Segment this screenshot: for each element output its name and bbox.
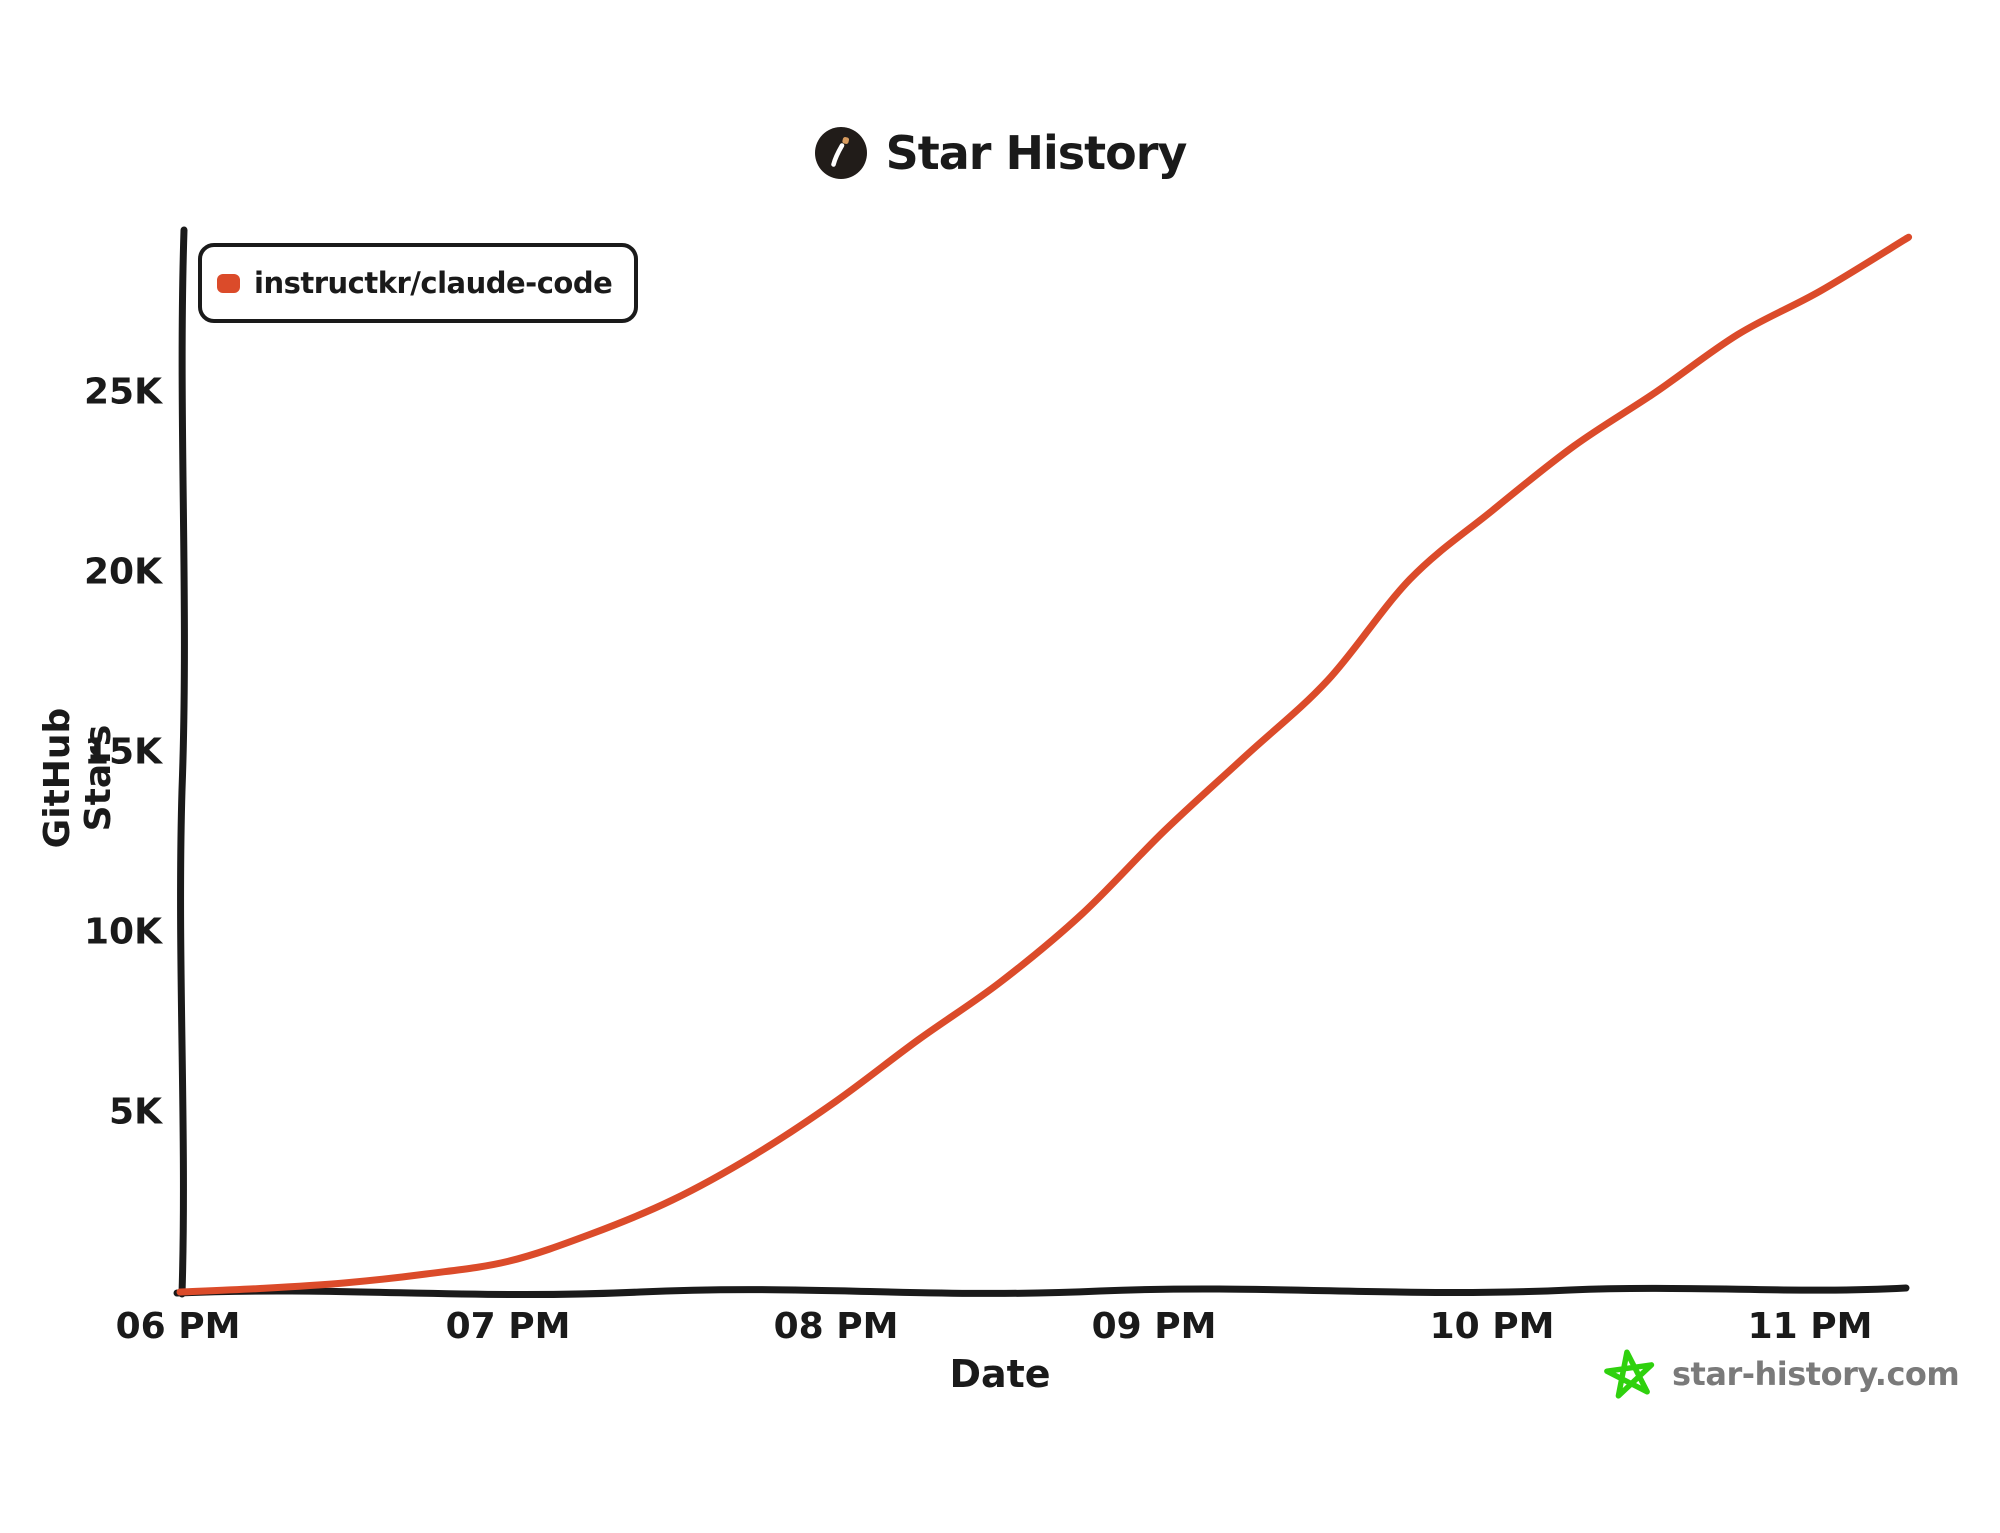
x-tick-07pm: 07 PM [445, 1306, 571, 1347]
watermark-link[interactable]: star-history.com [1604, 1348, 1960, 1400]
y-axis-line [177, 226, 188, 1298]
x-tick-10pm: 10 PM [1429, 1306, 1555, 1347]
x-axis-label: Date [949, 1352, 1051, 1396]
page-title: Star History [885, 126, 1188, 180]
x-tick-09pm: 09 PM [1091, 1306, 1217, 1347]
star-history-logo-icon [814, 127, 867, 179]
series-line-instructkr-claude-code[interactable] [176, 233, 1913, 1296]
legend-item-instructkr-claude-code[interactable]: instructkr/claude-code [198, 243, 638, 323]
y-tick-25k: 25K [84, 371, 162, 413]
legend-series-label: instructkr/claude-code [254, 266, 613, 300]
y-tick-5k: 5K [109, 1091, 162, 1133]
x-tick-11pm: 11 PM [1747, 1306, 1873, 1347]
legend: instructkr/claude-code [198, 243, 638, 323]
y-tick-10k: 10K [84, 911, 162, 953]
x-tick-08pm: 08 PM [773, 1306, 899, 1347]
chart-header: Star History [0, 126, 2000, 180]
y-tick-20k: 20K [84, 551, 162, 593]
watermark-label: star-history.com [1672, 1355, 1960, 1393]
legend-series-marker [217, 273, 240, 293]
green-star-icon [1604, 1349, 1655, 1399]
x-tick-06pm: 06 PM [115, 1306, 241, 1347]
x-axis-line [173, 1284, 1910, 1299]
y-tick-15k: 15K [84, 731, 162, 773]
